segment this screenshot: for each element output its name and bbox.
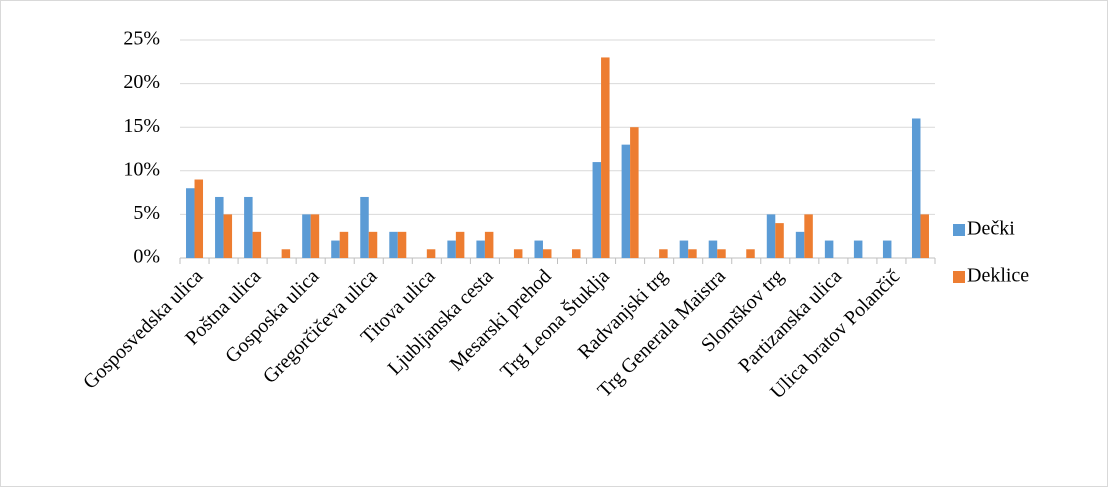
bar: [688, 249, 697, 258]
bar: [252, 231, 262, 258]
bar: [215, 196, 224, 258]
bar: [223, 214, 233, 258]
bar: [339, 231, 349, 258]
bar: [542, 249, 552, 258]
bar: [601, 57, 610, 258]
legend-label: Deklice: [967, 265, 1029, 287]
bar: [310, 214, 320, 258]
bar: [331, 240, 340, 258]
bar: [360, 196, 369, 258]
y-tick-label: 5%: [133, 202, 160, 224]
bar: [281, 249, 291, 258]
bar: [534, 240, 543, 258]
bar: [824, 240, 834, 258]
bar: [766, 214, 776, 258]
y-tick-label: 20%: [123, 71, 160, 93]
bar: [194, 179, 204, 258]
bar: [397, 231, 407, 258]
bar: [572, 249, 581, 258]
bar: [476, 240, 485, 258]
bar: [853, 240, 863, 258]
bar: [746, 249, 755, 258]
bar: [426, 249, 436, 258]
bar: [592, 162, 602, 258]
y-tick-label: 15%: [123, 115, 160, 137]
bar: [368, 231, 378, 258]
y-tick-label: 10%: [123, 158, 160, 180]
bar: [630, 127, 639, 258]
bar: [795, 231, 805, 258]
bar: [920, 214, 929, 258]
bar: [775, 223, 784, 258]
bar: [882, 240, 892, 258]
y-tick-label: 0%: [133, 246, 160, 268]
legend-swatch: [953, 224, 965, 236]
bar: [717, 249, 726, 258]
bar: [659, 249, 668, 258]
bar: [621, 144, 631, 258]
bar: [244, 196, 253, 258]
bar: [911, 118, 921, 258]
y-tick-label: 25%: [123, 28, 160, 50]
bar: [484, 231, 494, 258]
bar: [804, 214, 813, 258]
bar: [186, 188, 195, 258]
legend-swatch: [953, 271, 965, 283]
bar: [389, 231, 398, 258]
bar: [447, 240, 456, 258]
bar: [679, 240, 689, 258]
bar: [455, 231, 465, 258]
legend-label: Dečki: [967, 218, 1015, 240]
bar: [302, 214, 311, 258]
bar: [708, 240, 718, 258]
bar: [513, 249, 523, 258]
